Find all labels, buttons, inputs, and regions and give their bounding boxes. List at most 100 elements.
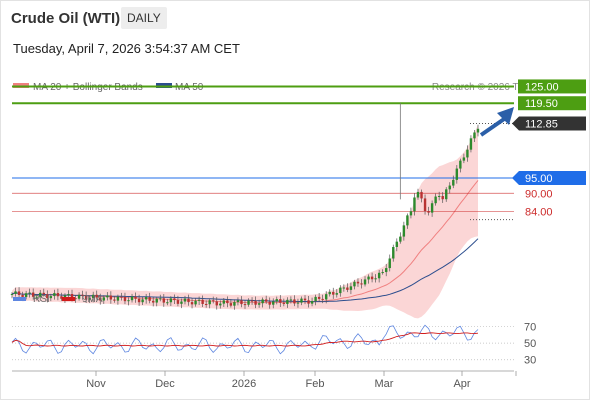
candle-body: [452, 179, 455, 186]
candle-body: [113, 299, 116, 301]
candle-body: [434, 196, 437, 204]
candle-body: [212, 300, 215, 302]
candle-body: [236, 300, 240, 303]
candle-body: [420, 191, 423, 199]
candle-body: [226, 300, 229, 304]
rsi-line: [11, 324, 479, 355]
candle-body: [342, 287, 346, 289]
candle-body: [462, 157, 466, 161]
bollinger-band-layer: [12, 124, 478, 319]
candle-body: [201, 299, 204, 304]
candle-body: [409, 211, 413, 216]
candle-body: [360, 283, 363, 285]
level-label-box-112-85: [512, 116, 586, 131]
candle-body: [233, 302, 236, 306]
level-label-90-00: 90.00: [525, 188, 553, 200]
candle-body: [395, 241, 399, 248]
candle-body: [377, 272, 381, 279]
candle-body: [219, 303, 222, 306]
candle-body: [102, 297, 105, 301]
candle-body: [261, 299, 264, 304]
candle-body: [130, 296, 134, 301]
arrow-shaft: [479, 115, 509, 137]
x-tick-label-dec: Dec: [155, 378, 175, 390]
candle-body: [42, 292, 45, 295]
ma50-legend-label: MA 50: [175, 82, 204, 93]
candle-body: [476, 128, 480, 133]
candle-body: [77, 294, 81, 299]
candle-body: [303, 298, 307, 301]
candle-body: [275, 299, 278, 302]
candle-body: [28, 292, 31, 294]
candle-body: [346, 287, 349, 290]
candle-body: [466, 149, 469, 158]
candle-body: [427, 211, 430, 213]
rsi-layer: 70 50 30: [11, 322, 536, 367]
candle-body: [328, 291, 331, 295]
instrument-title: Crude Oil (WTI): [11, 10, 121, 27]
x-tick-label-nov: Nov: [86, 378, 106, 390]
candle-body: [162, 298, 166, 303]
price-levels-layer: 125.00 119.50 112.85 95.00 90.00 84.00: [12, 79, 586, 221]
candle-body: [321, 298, 324, 300]
timeframe-badge[interactable]: DAILY: [121, 7, 167, 29]
level-label-box-119-50: [518, 96, 586, 111]
candle-body: [445, 189, 448, 200]
candle-body: [127, 300, 130, 302]
candle-body: [134, 296, 137, 299]
candle-body: [67, 294, 70, 296]
timestamp: Tuesday, April 7, 2026 3:54:37 AM CET: [13, 41, 240, 56]
candle-body: [268, 301, 271, 305]
candle-body: [286, 299, 289, 304]
candle-body: [314, 296, 317, 302]
candle-body: [166, 302, 169, 304]
level-label-84-00: 84.00: [525, 207, 553, 219]
candle-body: [49, 296, 53, 299]
candle-body: [169, 298, 173, 303]
candle-body: [24, 293, 28, 297]
candle-body: [399, 236, 402, 242]
candle-body: [81, 294, 84, 296]
rsi-tick-70: 70: [524, 322, 536, 334]
candle-body: [14, 291, 17, 294]
candle-body: [123, 296, 127, 302]
level-label-95-00: 95.00: [525, 173, 553, 185]
candle-body: [356, 281, 360, 284]
candle-body: [272, 301, 275, 305]
candle-body: [459, 160, 462, 169]
candle-body: [370, 276, 374, 280]
candle-body: [88, 298, 91, 300]
candle-body: [247, 300, 250, 305]
candle-body: [332, 291, 335, 295]
candle-body: [187, 298, 190, 303]
bollinger-band-area: [12, 124, 478, 319]
candle-body: [279, 299, 282, 303]
rsi-ma-line: [11, 332, 479, 347]
candle-body: [99, 297, 102, 301]
candle-body: [56, 293, 60, 297]
candle-body: [53, 293, 56, 297]
candle-body: [91, 294, 95, 299]
rsi-ma-legend-swatch: [62, 297, 75, 301]
candle-body: [46, 294, 49, 299]
candle-body: [289, 299, 293, 301]
candle-body: [293, 299, 296, 304]
level-label-119-50: 119.50: [525, 98, 558, 110]
level-label-box-125-00: [518, 79, 586, 94]
candle-body: [282, 302, 286, 304]
candle-body: [152, 300, 155, 303]
candle-body: [109, 295, 113, 300]
candle-body: [120, 296, 123, 298]
candle-body: [388, 258, 391, 269]
candle-body: [17, 291, 21, 295]
candle-body: [197, 299, 201, 301]
candle-body: [448, 185, 451, 190]
candle-body: [367, 276, 370, 280]
candle-body: [155, 298, 158, 303]
candles-layer: [10, 103, 480, 310]
candle-body: [137, 298, 141, 303]
candle-body: [473, 132, 476, 139]
candle-body: [60, 296, 63, 299]
candle-body: [374, 278, 377, 280]
candle-body: [35, 296, 38, 298]
